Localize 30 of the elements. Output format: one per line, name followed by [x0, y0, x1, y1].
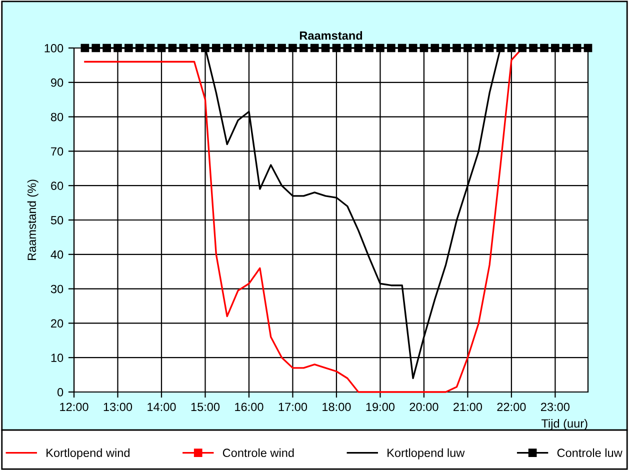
y-axis-title: Raamstand (%) — [27, 180, 38, 260]
x-tick-label: 17:00 — [278, 402, 308, 412]
y-tick-label: 90 — [51, 78, 64, 87]
x-tick-label: 21:00 — [454, 402, 482, 412]
y-tick-label: 50 — [50, 216, 64, 224]
x-tick-label: 16:00 — [235, 402, 264, 412]
x-tick-label: 13:00 — [104, 402, 132, 412]
legend-label: Controle luw — [557, 448, 622, 458]
y-tick-label: 80 — [50, 112, 64, 122]
y-tick-label: 40 — [50, 250, 64, 259]
x-tick-label: 20:00 — [410, 402, 438, 412]
y-tick-label: 20 — [51, 319, 64, 328]
x-tick-label: 12:00 — [60, 402, 88, 412]
y-tick-label: 30 — [50, 284, 64, 294]
x-tick-label: 15:00 — [191, 402, 220, 412]
y-tick-label: 60 — [51, 182, 64, 190]
legend-label: Kortlopend wind — [46, 448, 130, 460]
y-tick-label: 10 — [51, 354, 64, 362]
y-tick-label: 70 — [51, 147, 64, 156]
chart-title: Raamstand — [300, 31, 362, 40]
x-axis-title: Tijd (uur) — [541, 418, 588, 430]
x-tick-label: 18:00 — [322, 402, 351, 412]
x-tick-label: 19:00 — [366, 402, 395, 412]
legend-label: Controle wind — [222, 448, 294, 458]
y-tick-label: 100 — [44, 44, 64, 52]
x-tick-label: 14:00 — [148, 402, 176, 412]
x-tick-label: 22:00 — [497, 402, 526, 412]
legend-label: Kortlopend luw — [388, 448, 465, 460]
x-tick-label: 23:00 — [541, 402, 570, 412]
y-tick-label: 0 — [57, 388, 64, 396]
